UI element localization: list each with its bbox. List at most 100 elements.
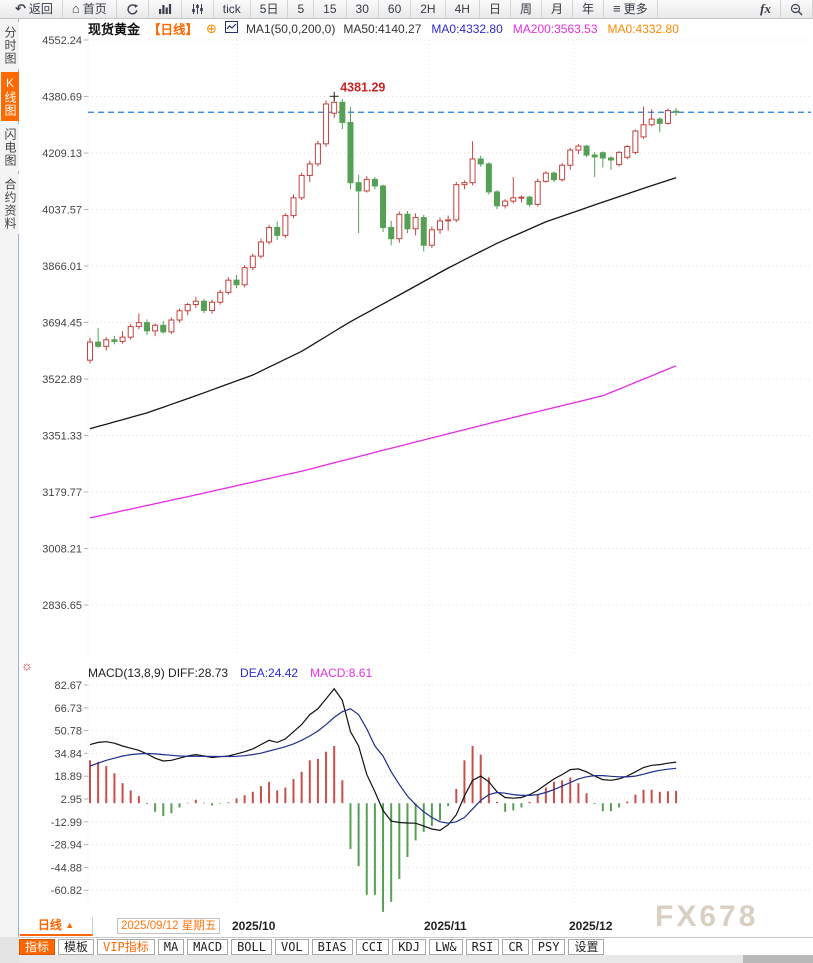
- price-axis-label: 3522.89: [42, 374, 82, 386]
- toolbar-item-year[interactable]: 年: [573, 0, 604, 18]
- macd-axis-label: 2.95: [61, 794, 82, 806]
- candle-body: [591, 154, 598, 158]
- indicator-tab-bar: 指标 模板 VIP指标 MA MACD BOLL VOL BIAS CCI KDJ LW& RSI CR…: [0, 937, 813, 955]
- period-selector-label: 日线: [37, 918, 62, 932]
- indicator-tab-VIP指标[interactable]: VIP指标: [97, 938, 155, 955]
- candle-body: [184, 304, 191, 312]
- candle-body: [168, 319, 175, 333]
- toolbar-item-h4[interactable]: 4H: [446, 0, 480, 18]
- toolbar-item-m30[interactable]: 30: [347, 0, 379, 18]
- candle-body: [290, 197, 297, 217]
- back-arrow-icon: ↶: [15, 1, 26, 16]
- indicator-tab-CR[interactable]: CR: [502, 938, 529, 955]
- macd-legend: MACD(13,8,9) DIFF:28.73 DEA:24.42 MACD:8.6…: [88, 666, 372, 680]
- candle-body: [233, 279, 240, 286]
- toolbar-item-zoom-out[interactable]: [781, 0, 813, 18]
- toolbar-item-5d[interactable]: 5日: [251, 0, 289, 18]
- sidebar-tab-lightning-chart[interactable]: 闪电图: [1, 124, 19, 171]
- indicator-tab-MA[interactable]: MA: [157, 938, 185, 955]
- indicator-tab-设置[interactable]: 设置: [568, 938, 605, 955]
- candle-body: [599, 152, 606, 159]
- toolbar-item-label: 返回: [28, 2, 53, 16]
- toolbar-item-week[interactable]: 周: [511, 0, 542, 18]
- sidebar-tab-time-chart[interactable]: 分时图: [1, 22, 19, 69]
- toolbar-item-home[interactable]: ⌂ 首页: [63, 0, 117, 18]
- toolbar-item-m5[interactable]: 5: [288, 0, 315, 18]
- price-axis-label: 4380.69: [42, 92, 82, 104]
- candle-body: [331, 101, 338, 114]
- candle-body: [518, 196, 525, 199]
- period-selector-tab[interactable]: 日线 ▲: [20, 917, 93, 936]
- candle-body: [453, 184, 460, 221]
- candle-body: [469, 158, 476, 184]
- x-axis-month-label: 2025/10: [232, 919, 276, 933]
- indicator-tab-PSY[interactable]: PSY: [531, 938, 566, 955]
- candle-body: [648, 118, 655, 126]
- candle-body: [200, 300, 207, 311]
- bottom-scrollbar-thumb[interactable]: [743, 955, 813, 963]
- indicator-sliders-icon: [191, 4, 203, 14]
- bottom-scrollbar-track[interactable]: [0, 955, 813, 963]
- candle-body: [502, 200, 509, 207]
- indicator-tab-BOLL[interactable]: BOLL: [231, 938, 272, 955]
- indicator-tab-KDJ[interactable]: KDJ: [392, 938, 426, 955]
- toolbar-item-label: 4H: [454, 2, 470, 16]
- macd-axis-label: 82.67: [54, 680, 82, 692]
- toolbar-item-month[interactable]: 月: [542, 0, 573, 18]
- indicator-tab-LW&[interactable]: LW&: [428, 938, 463, 955]
- sidebar-tab-contract-info[interactable]: 合约资料: [1, 174, 19, 234]
- toolbar-item-label: 更多: [623, 2, 648, 16]
- candle-body: [323, 103, 330, 145]
- toolbar-item-label: 2H: [420, 2, 436, 16]
- indicator-tab-VOL[interactable]: VOL: [274, 938, 309, 955]
- candle-body: [95, 341, 102, 347]
- candle-body: [494, 191, 500, 207]
- toolbar-item-chart-type[interactable]: [149, 0, 182, 18]
- ma-value-label: MA50:4140.27: [343, 21, 422, 36]
- candle-body: [314, 143, 321, 165]
- candle-body: [371, 178, 378, 187]
- price-axis-label: 4209.13: [42, 148, 82, 160]
- macd-settings-icon[interactable]: ☼: [21, 658, 33, 673]
- candle-body: [485, 163, 492, 193]
- toolbar-item-back[interactable]: ↶ 返回: [6, 0, 63, 18]
- candle-body: [412, 217, 419, 230]
- price-axis-label: 3179.77: [42, 487, 82, 499]
- candle-body: [534, 180, 541, 205]
- candle-body: [87, 341, 93, 361]
- ma200-line: [89, 365, 677, 519]
- sidebar-tab-kline-chart[interactable]: K线图: [1, 72, 19, 121]
- add-indicator-icon[interactable]: ⊕: [206, 20, 217, 36]
- indicator-tab-模板[interactable]: 模板: [58, 938, 95, 955]
- toolbar-item-label: tick: [222, 2, 241, 16]
- candle-body: [461, 182, 468, 186]
- toolbar-item-m15[interactable]: 15: [314, 0, 347, 18]
- toolbar-item-day[interactable]: 日: [480, 0, 511, 18]
- toolbar-item-h2[interactable]: 2H: [411, 0, 446, 18]
- toolbar-item-indicator-settings[interactable]: [182, 0, 214, 18]
- ma50-line: [89, 177, 677, 430]
- toolbar-item-more[interactable]: ≡ 更多: [604, 0, 658, 18]
- candle-body: [428, 229, 435, 246]
- candle-body: [388, 226, 395, 240]
- indicator-tab-BIAS[interactable]: BIAS: [311, 938, 353, 955]
- indicator-tab-CCI[interactable]: CCI: [355, 938, 390, 955]
- toolbar-item-tick[interactable]: tick: [214, 0, 251, 18]
- candle-body: [103, 339, 110, 347]
- indicator-tab-MACD[interactable]: MACD: [187, 938, 229, 955]
- toolbar-item-fx[interactable]: fx: [751, 0, 781, 18]
- ma-settings-label: MA1(50,0,200,0): [245, 21, 336, 36]
- candle-body: [664, 110, 671, 124]
- indicator-tab-指标[interactable]: 指标: [19, 938, 56, 955]
- symbol-name: 现货黄金: [88, 22, 141, 37]
- candle-body: [249, 255, 256, 269]
- candle-body: [192, 300, 199, 306]
- chevron-up-icon: ▲: [65, 920, 75, 930]
- macd-axis-label: -12.99: [51, 817, 82, 829]
- candle-body: [404, 213, 411, 230]
- toolbar-item-m60[interactable]: 60: [379, 0, 412, 18]
- toolbar-item-refresh[interactable]: [117, 0, 149, 18]
- candle-body: [477, 158, 484, 165]
- indicator-tab-RSI[interactable]: RSI: [465, 938, 500, 955]
- ma-value-label: MA200:3563.53: [512, 21, 598, 36]
